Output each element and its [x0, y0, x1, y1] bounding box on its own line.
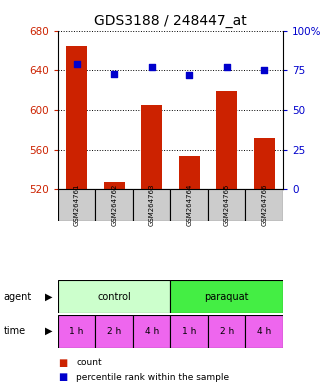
Point	[149, 64, 154, 70]
Text: ▶: ▶	[45, 291, 52, 302]
Bar	[66, 46, 87, 189]
Bar	[179, 156, 200, 189]
Text: 1 h: 1 h	[182, 327, 196, 336]
Point	[224, 64, 229, 70]
Point	[261, 67, 267, 73]
Text: 1 h: 1 h	[70, 327, 84, 336]
Text: 2 h: 2 h	[107, 327, 121, 336]
Text: 4 h: 4 h	[257, 327, 271, 336]
Point	[74, 61, 79, 67]
Title: GDS3188 / 248447_at: GDS3188 / 248447_at	[94, 14, 247, 28]
Text: paraquat: paraquat	[205, 291, 249, 302]
Text: GSM264762: GSM264762	[111, 184, 117, 227]
Text: 2 h: 2 h	[219, 327, 234, 336]
Text: GSM264766: GSM264766	[261, 184, 267, 227]
Bar	[141, 105, 162, 189]
Bar	[133, 189, 170, 221]
Text: percentile rank within the sample: percentile rank within the sample	[76, 372, 229, 382]
Text: agent: agent	[3, 291, 31, 302]
Bar	[58, 189, 95, 221]
Text: ■: ■	[58, 372, 67, 382]
Bar	[170, 189, 208, 221]
Bar	[95, 189, 133, 221]
Bar	[208, 315, 246, 348]
Bar	[170, 315, 208, 348]
Text: GSM264763: GSM264763	[149, 184, 155, 227]
Text: GSM264764: GSM264764	[186, 184, 192, 227]
Bar	[208, 189, 246, 221]
Bar	[133, 315, 170, 348]
Bar	[104, 182, 124, 189]
Text: 4 h: 4 h	[145, 327, 159, 336]
Bar	[246, 315, 283, 348]
Point	[187, 72, 192, 78]
Text: GSM264761: GSM264761	[74, 184, 80, 227]
Bar	[58, 315, 95, 348]
Point	[112, 71, 117, 77]
Text: count: count	[76, 358, 102, 367]
Bar	[95, 315, 133, 348]
Bar	[170, 280, 283, 313]
Text: time: time	[3, 326, 25, 336]
Bar	[246, 189, 283, 221]
Bar	[58, 280, 170, 313]
Bar	[254, 138, 274, 189]
Text: GSM264765: GSM264765	[224, 184, 230, 227]
Text: ▶: ▶	[45, 326, 52, 336]
Text: control: control	[97, 291, 131, 302]
Text: ■: ■	[58, 358, 67, 368]
Bar	[216, 91, 237, 189]
